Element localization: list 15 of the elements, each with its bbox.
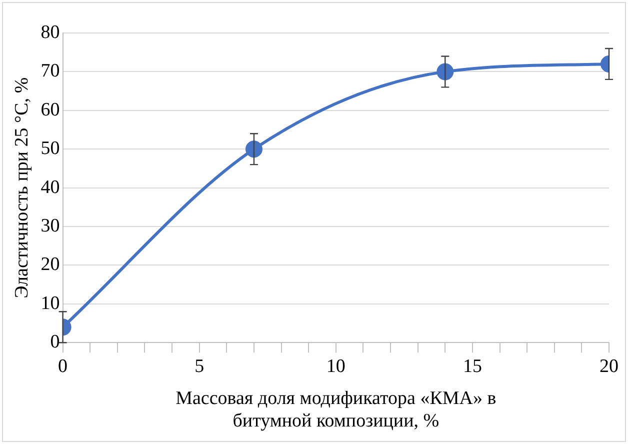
y-tick-label: 10: [40, 292, 60, 314]
y-tick-label: 70: [40, 60, 60, 82]
x-tick-label: 10: [326, 356, 346, 377]
y-tick-label: 0: [50, 332, 60, 353]
x-tick-label: 5: [194, 356, 204, 377]
y-tick-label: 80: [40, 22, 60, 43]
y-tick-label: 40: [40, 176, 60, 198]
x-tick-label: 15: [462, 356, 482, 377]
y-tick-label: 20: [40, 254, 60, 276]
y-axis-title: Эластичность при 25 °С, %: [11, 77, 32, 298]
x-axis-title: Массовая доля модификатора «КМА» в битумной композиции, %: [176, 388, 496, 432]
x-tick-label: 20: [600, 356, 618, 377]
y-tick-label: 30: [40, 215, 60, 236]
y-tick-label: 60: [40, 99, 60, 120]
y-tick-label: 50: [40, 138, 60, 160]
